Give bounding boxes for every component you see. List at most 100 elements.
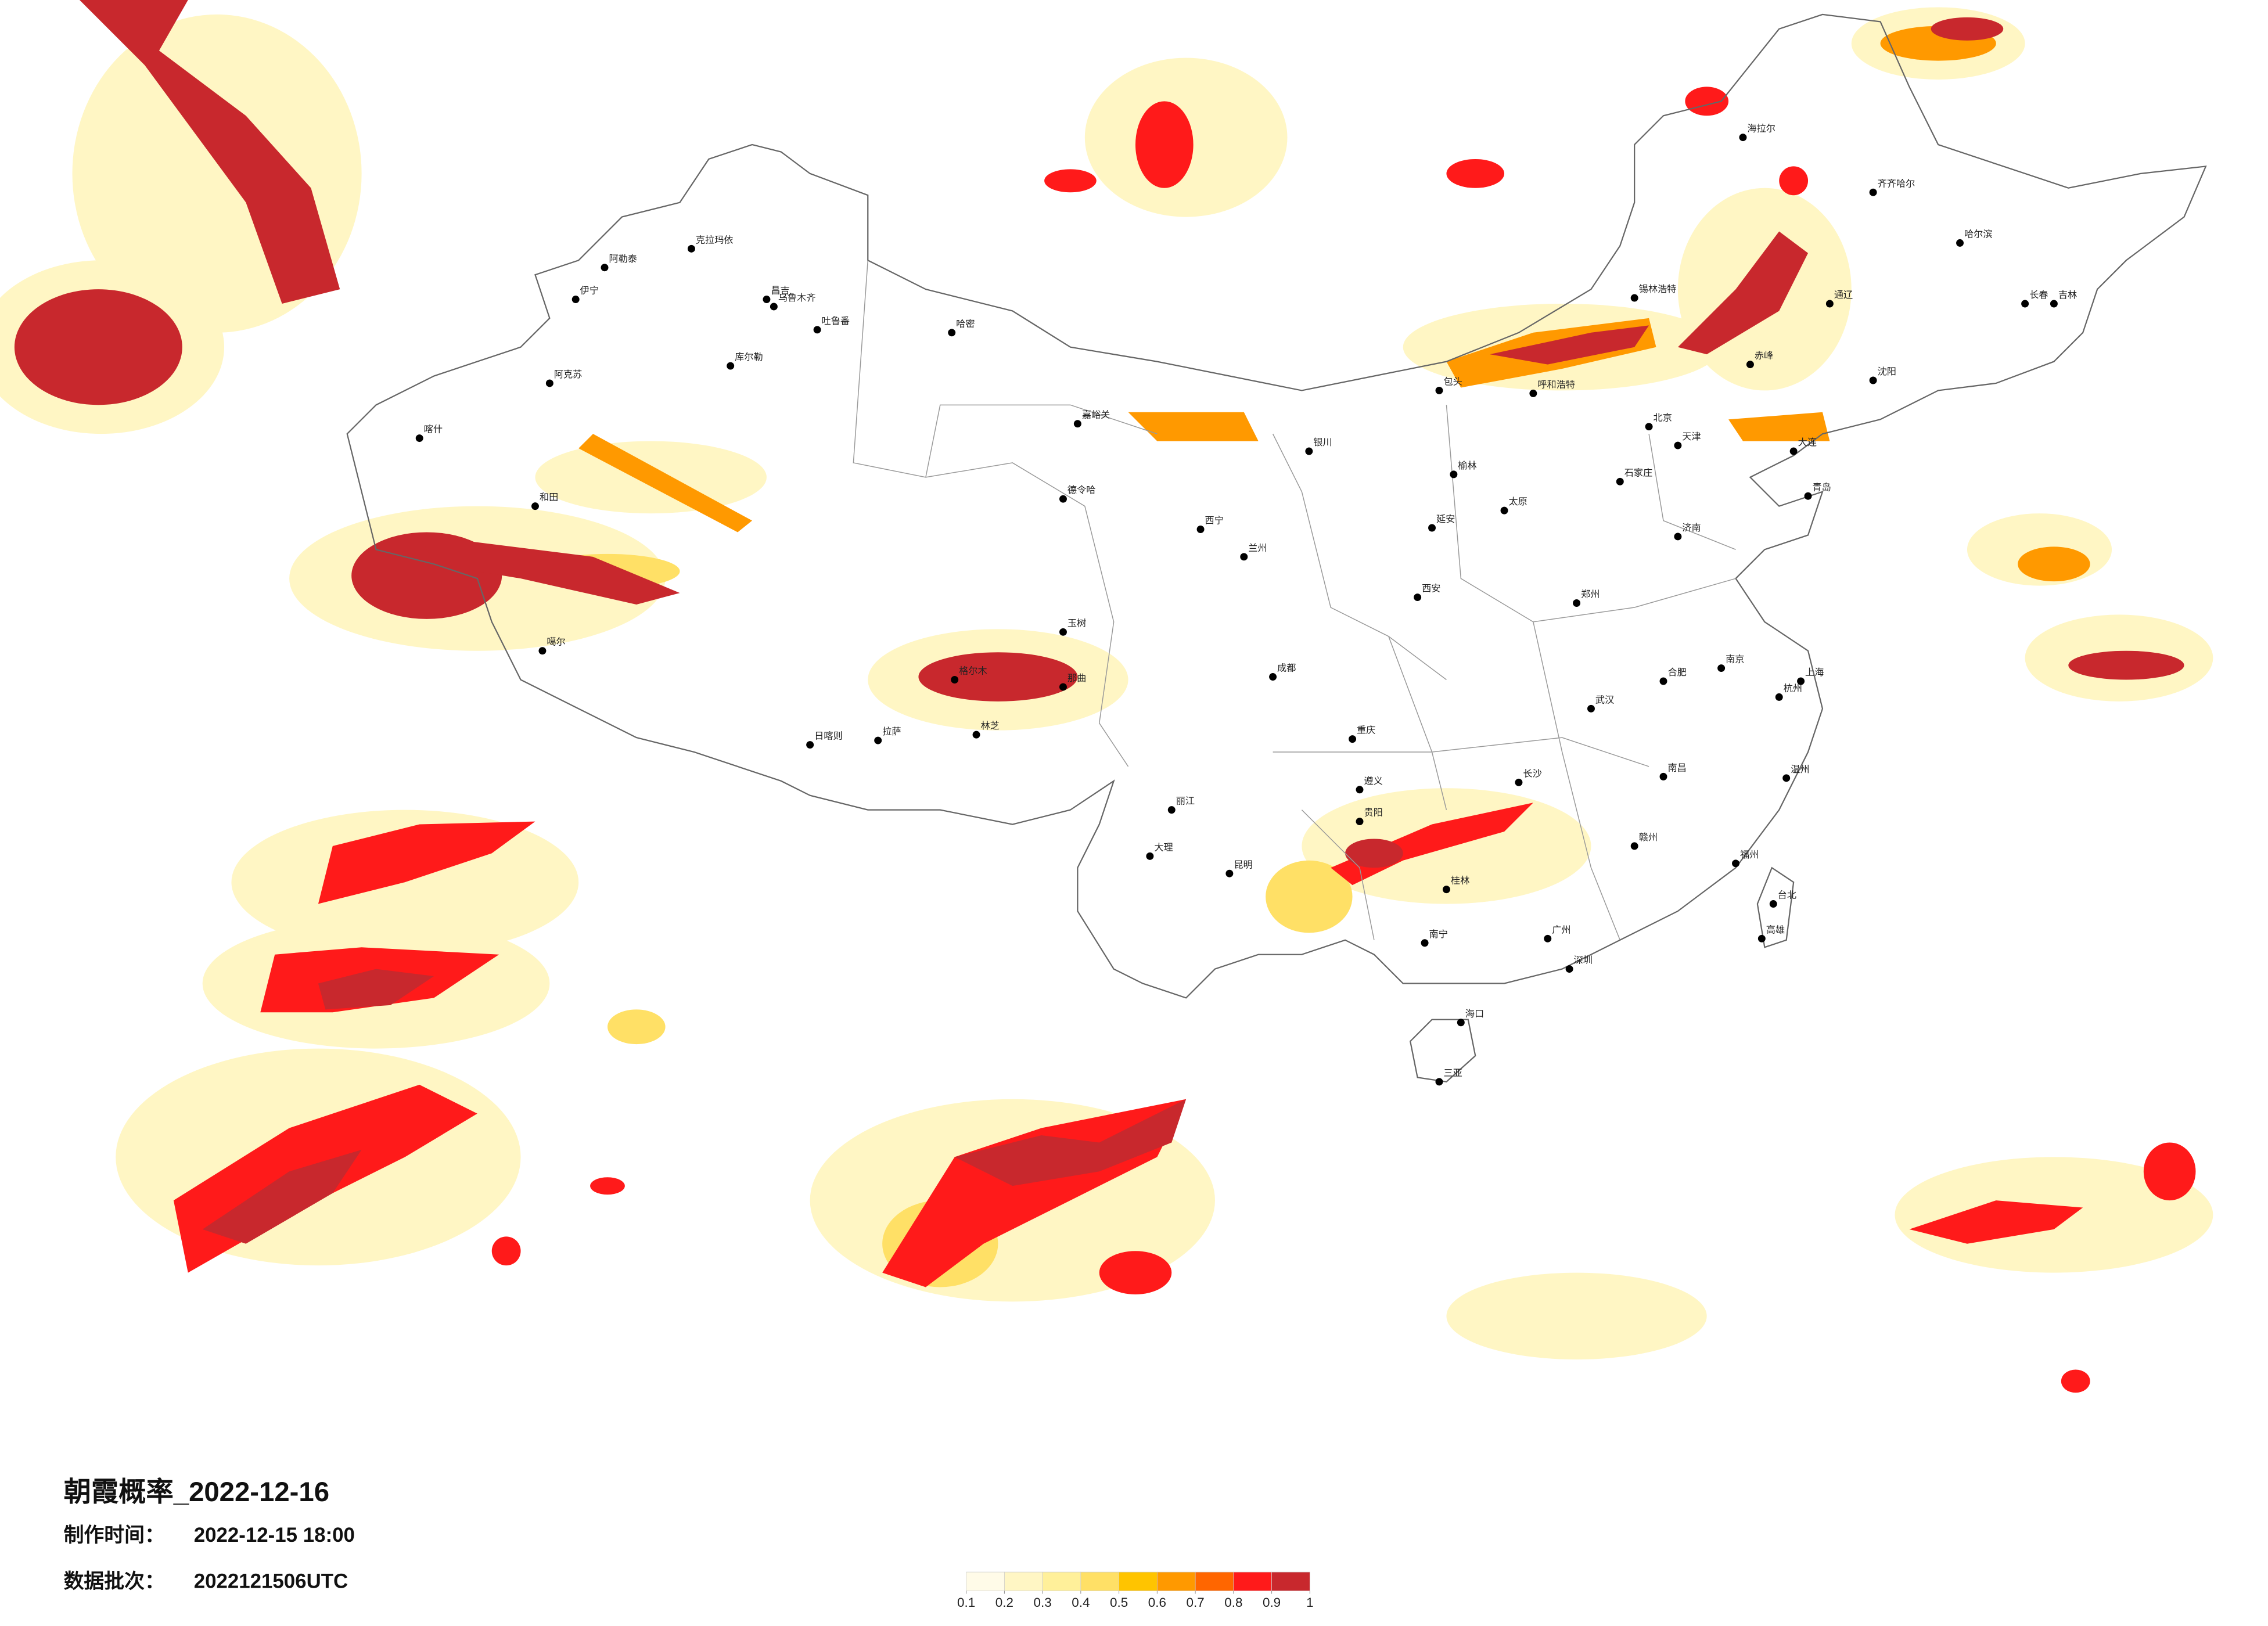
city-label: 石家庄 [1624,467,1653,478]
city-dot [1196,526,1205,533]
probability-field [0,0,2213,1393]
city-label: 林芝 [981,721,1000,731]
legend-tick-label: 0.1 [957,1595,975,1610]
production-time-label: 制作时间： [64,1524,165,1546]
city-dot [1659,772,1667,780]
city-dot [1059,495,1067,503]
city-dot [1674,533,1682,541]
legend-tick-label: 0.9 [1263,1595,1281,1610]
city-label: 齐齐哈尔 [1878,178,1915,189]
city-label: 赣州 [1639,832,1658,843]
shape [1909,1200,2083,1244]
country-outline [346,13,2207,999]
shape [491,1236,521,1266]
city-label: 广州 [1552,924,1570,935]
shape [918,652,1078,702]
city-label: 和田 [540,492,558,503]
city-label: 高雄 [1766,924,1785,935]
city-label: 昆明 [1234,859,1252,870]
city-dot [1869,188,1877,196]
taiwan [1756,866,1795,948]
city-label: 伊宁 [580,286,599,296]
city-dot [1073,420,1081,428]
city-label: 海口 [1465,1009,1484,1019]
city-dot [1435,1078,1443,1086]
city-label: 天津 [1682,431,1701,442]
city-dot [1739,134,1747,142]
city-label: 大连 [1798,437,1817,448]
city-dot [1565,965,1573,973]
city-dot [538,647,547,655]
city-label: 阿克苏 [554,369,583,380]
legend-swatch [1271,1571,1310,1591]
city-dot [1457,1019,1465,1027]
city-dot [1349,735,1357,743]
city-dot [531,502,539,510]
city-label: 桂林 [1451,876,1469,886]
city-dot [1414,593,1422,602]
city-label: 太原 [1509,497,1527,507]
legend-tick-label: 0.4 [1072,1595,1090,1610]
city-dot [1515,778,1523,786]
city-label: 库尔勒 [735,352,763,362]
city-label: 赤峰 [1755,351,1773,361]
city-label: 遵义 [1364,775,1382,786]
legend-tick-label: 0.6 [1148,1595,1166,1610]
city-label: 西安 [1422,584,1440,594]
legend: 0.1 0.2 0.3 0.4 0.5 0.6 0.7 0.8 0.9 1 [957,1571,1314,1610]
legend-tick-label: 1 [1306,1595,1313,1610]
shape [79,0,340,304]
city-dot [1775,693,1783,701]
city-label: 银川 [1313,437,1332,448]
city-dot [1529,389,1537,397]
city-label: 吐鲁番 [822,316,850,326]
city-dot [1225,869,1234,877]
city-dot [1146,852,1154,860]
legend-swatch [1042,1571,1081,1591]
legend-swatch [966,1571,1005,1591]
city-dot [1825,300,1834,308]
city-label: 日喀则 [814,731,843,742]
city-dot [1573,599,1581,607]
city-dot [415,434,423,443]
city-label: 西宁 [1205,516,1224,526]
city-dot [1450,470,1458,479]
city-dot [1500,506,1508,515]
shape [578,434,753,533]
map-title: 朝霞概率_2022-12-16 [64,1477,329,1508]
city-dot [572,296,580,303]
city-dot [1435,386,1443,394]
city-dot [1356,818,1364,826]
city-label: 长春 [2029,290,2048,300]
city-label: 哈尔滨 [1964,229,1993,239]
city-label: 台北 [1778,890,1796,901]
city-label: 乌鲁木齐 [778,293,816,303]
shape [954,1099,1187,1186]
legend-tick-label: 0.8 [1224,1595,1242,1610]
shape [1685,87,1729,116]
shape [2143,1142,2196,1201]
city-dot [948,329,956,337]
city-dot [1789,447,1798,455]
city-label: 玉树 [1067,618,1086,628]
city-dot [1782,774,1791,782]
city-label: 长沙 [1523,768,1541,779]
city-label: 那曲 [1067,673,1086,684]
shape [590,1177,625,1195]
city-dot [1587,704,1595,713]
city-dot [813,326,821,334]
city-label: 兰州 [1248,543,1267,553]
city-label: 上海 [1805,667,1824,678]
city-dot [1616,477,1624,485]
city-label: 成都 [1277,663,1296,674]
city-label: 阿勒泰 [609,254,637,264]
city-dot [1167,806,1176,814]
shape [1779,166,1809,196]
city-label: 深圳 [1574,955,1593,966]
shape [14,289,182,405]
city-dot [1059,628,1067,636]
city-label: 格尔木 [959,666,987,677]
shape [1490,325,1649,365]
